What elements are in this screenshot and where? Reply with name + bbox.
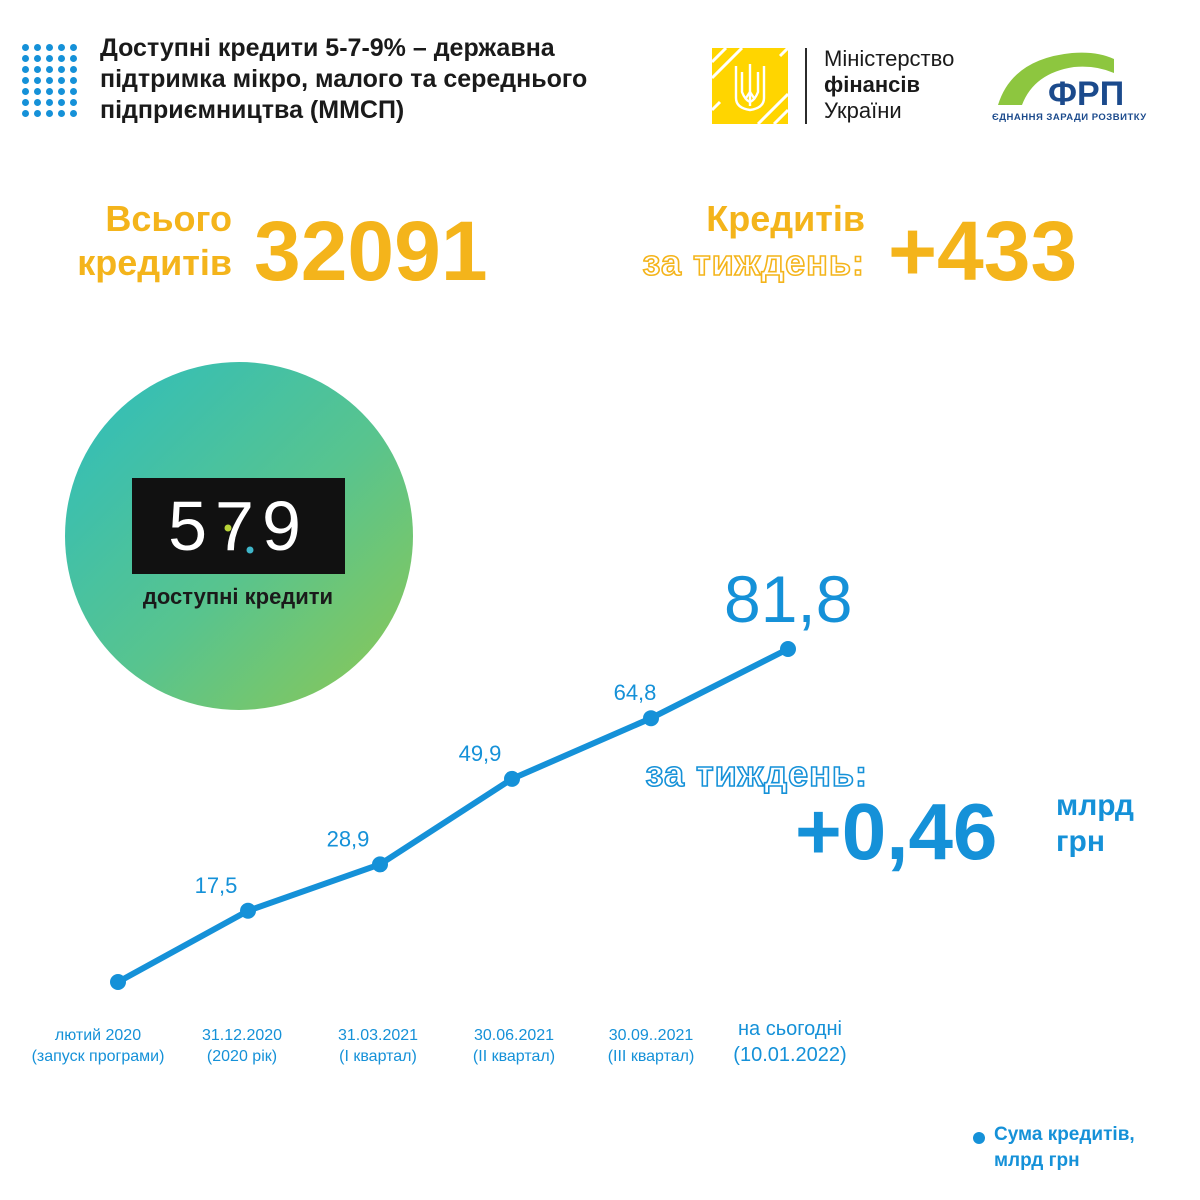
label-line: кредитів — [77, 242, 232, 283]
data-label: 17,5 — [195, 873, 238, 898]
logo-digits: 579 — [168, 487, 309, 565]
data-label: 49,9 — [459, 741, 502, 766]
weekly-loans-value: +433 — [888, 204, 1078, 298]
ministry-name: Міністерство фінансів України — [824, 46, 954, 124]
data-point — [110, 974, 126, 990]
frp-logo: ФРП ЄДНАННЯ ЗАРАДИ РОЗВИТКУ — [992, 52, 1147, 123]
label-line: Кредитів — [706, 198, 865, 239]
frp-arc-icon — [998, 52, 1114, 105]
ministry-line: Міністерство — [824, 46, 955, 71]
dotted-grid-icon — [22, 44, 82, 117]
x-tick-label: (2020 рік) — [207, 1048, 277, 1065]
frp-name: ФРП — [1048, 75, 1124, 113]
legend-line: Сума кредитів, — [994, 1124, 1135, 1145]
data-point — [643, 710, 659, 727]
data-point — [372, 856, 388, 873]
x-tick-label: (III квартал) — [608, 1048, 695, 1065]
legend-line: млрд грн — [994, 1150, 1080, 1171]
weekly-amount-value: +0,46 — [795, 787, 998, 876]
label-line: Всього — [105, 198, 232, 239]
x-tick-label: лютий 2020 — [55, 1027, 141, 1044]
legend-label: Сума кредитів, млрд грн — [994, 1122, 1135, 1174]
weekly-amount-unit: млрд грн — [1056, 788, 1134, 860]
x-tick-label: на сьогодні — [738, 1018, 842, 1040]
title-line: підтримка мікро, малого та середнього — [100, 65, 588, 93]
title-line: підприємництва (ММСП) — [100, 96, 405, 124]
unit-line: млрд — [1056, 789, 1134, 822]
ministry-emblem-icon — [712, 48, 788, 124]
x-tick-label: (II квартал) — [473, 1048, 555, 1065]
frp-slogan: ЄДНАННЯ ЗАРАДИ РОЗВИТКУ — [992, 112, 1147, 123]
data-point — [504, 770, 520, 787]
x-tick-label: (запуск програми) — [32, 1048, 165, 1065]
page-title: Доступні кредити 5-7-9% – державна підтр… — [100, 33, 700, 126]
logo-dots-icon — [224, 524, 254, 554]
series-line — [116, 646, 790, 985]
x-tick-label: 30.06.2021 — [474, 1027, 554, 1044]
data-label: 81,8 — [724, 562, 852, 636]
x-tick-label: (10.01.2022) — [733, 1044, 846, 1066]
unit-line: грн — [1056, 825, 1105, 858]
data-label: 28,9 — [327, 826, 370, 851]
data-label: 64,8 — [614, 680, 657, 705]
weekly-amount-label: за тиждень: — [645, 752, 868, 795]
x-tick-label: 31.03.2021 — [338, 1027, 418, 1044]
total-loans-label: Всього кредитів — [60, 197, 232, 285]
x-tick-label: 31.12.2020 — [202, 1027, 282, 1044]
logo-tagline: доступні кредити — [142, 584, 334, 609]
ministry-divider — [805, 48, 807, 124]
label-line: за тиждень: — [642, 241, 865, 284]
data-point — [240, 902, 256, 919]
ministry-line: фінансів — [824, 72, 921, 97]
total-loans-value: 32091 — [254, 204, 488, 298]
program-logo-579: 579 — [132, 478, 345, 574]
ministry-line: України — [824, 98, 902, 123]
data-point — [780, 641, 796, 657]
title-line: Доступні кредити 5-7-9% – державна — [100, 34, 555, 62]
weekly-loans-label: Кредитів за тиждень: — [560, 197, 865, 285]
legend-marker — [973, 1132, 985, 1144]
x-tick-label: 30.09..2021 — [609, 1027, 694, 1044]
x-tick-label: (I квартал) — [339, 1048, 417, 1065]
